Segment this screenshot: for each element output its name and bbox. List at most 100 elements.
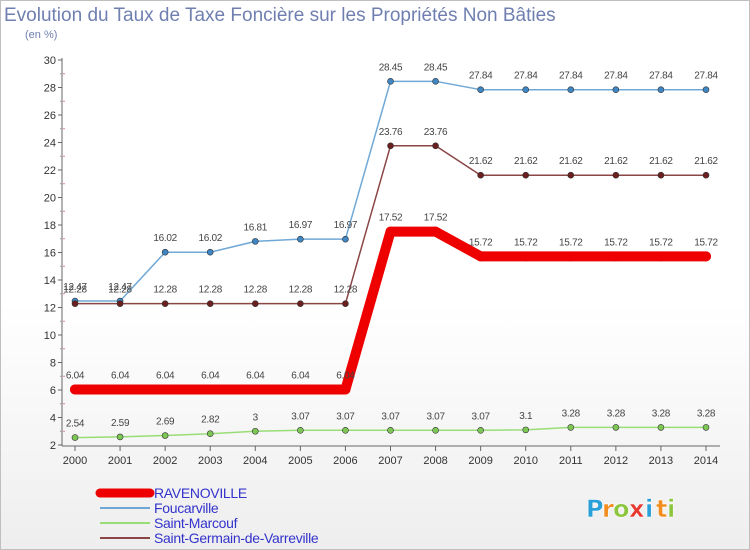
x-tick-label: 2013 [649, 455, 673, 467]
data-point [522, 86, 530, 93]
data-label: 2.54 [66, 419, 85, 430]
x-tick-label: 2005 [288, 455, 312, 467]
data-point [342, 300, 349, 307]
x-tick-label: 2011 [559, 455, 583, 467]
data-label: 16.02 [198, 233, 222, 244]
data-point [522, 426, 530, 434]
data-label: 21.62 [694, 156, 718, 167]
y-tick-label: 26 [44, 110, 56, 122]
data-point [116, 433, 124, 441]
x-tick-label: 2007 [378, 455, 402, 467]
data-point [340, 384, 351, 395]
data-point [432, 426, 439, 434]
data-label: 21.62 [604, 156, 628, 167]
data-point [251, 427, 259, 435]
data-label: 21.62 [649, 156, 673, 167]
data-point [387, 426, 394, 434]
data-label: 12.28 [63, 285, 87, 296]
data-point [522, 171, 530, 179]
data-point [702, 424, 710, 431]
data-point [250, 384, 261, 395]
data-point [161, 248, 169, 256]
data-point [161, 300, 169, 307]
data-label: 21.62 [469, 156, 493, 167]
data-label: 3.28 [562, 408, 581, 419]
logo-letter: t [656, 495, 668, 523]
data-label: 3.28 [697, 408, 716, 419]
data-point [71, 300, 79, 307]
data-point [567, 171, 575, 179]
data-label: 15.72 [649, 237, 673, 248]
data-point [612, 171, 620, 179]
data-label: 16.97 [334, 220, 358, 231]
legend-entry: Foucarville [154, 500, 219, 516]
y-tick-label: 28 [44, 83, 56, 95]
x-tick-label: 2000 [63, 455, 87, 467]
data-label: 2.59 [111, 418, 130, 429]
data-point [612, 86, 620, 93]
data-label: 2.69 [156, 417, 175, 428]
data-point [387, 142, 394, 150]
data-point [567, 424, 575, 431]
data-point [160, 384, 171, 395]
data-point [565, 251, 576, 262]
data-point [297, 426, 304, 434]
data-label: 28.45 [424, 62, 448, 73]
x-tick-label: 2010 [513, 455, 537, 467]
y-tick-label: 2 [50, 440, 56, 452]
data-point [520, 251, 531, 262]
data-label: 16.97 [289, 220, 313, 231]
data-label: 15.72 [514, 237, 538, 248]
data-label: 27.84 [469, 71, 493, 82]
data-label: 3.28 [607, 408, 626, 419]
data-point [116, 300, 124, 307]
data-point [702, 86, 710, 93]
y-tick-label: 24 [44, 138, 56, 150]
data-point [657, 86, 665, 93]
data-point [342, 235, 349, 243]
y-tick-label: 22 [44, 165, 56, 177]
logo-letter: o [613, 495, 631, 523]
data-point [206, 300, 214, 307]
series-line-foucarville [74, 80, 707, 302]
data-point [205, 384, 216, 395]
data-label: 6.04 [111, 370, 130, 381]
legend-entry: Saint-Germain-de-Varreville [154, 530, 319, 546]
y-axis-unit-label: (en %) [25, 29, 58, 41]
data-label: 12.47 [108, 282, 132, 293]
legend-entry: RAVENOVILLE [154, 485, 247, 501]
data-point [432, 78, 439, 85]
data-label: 17.52 [424, 213, 448, 224]
data-label: 12.28 [289, 285, 313, 296]
data-label: 6.04 [66, 370, 85, 381]
data-label: 28.45 [379, 62, 403, 73]
data-label: 16.81 [244, 222, 268, 233]
data-point [701, 251, 711, 262]
data-point [115, 384, 126, 395]
data-label: 12.28 [108, 285, 132, 296]
y-tick-label: 4 [50, 413, 56, 425]
data-label: 23.76 [424, 127, 448, 138]
data-label: 23.76 [379, 127, 403, 138]
y-tick-label: 30 [44, 55, 56, 67]
data-point [475, 251, 486, 262]
data-point [477, 86, 484, 93]
y-tick-label: 18 [44, 220, 56, 232]
y-tick-label: 20 [44, 193, 56, 205]
chart-title: Evolution du Taux de Taxe Foncière sur l… [4, 5, 556, 26]
data-label: 12.28 [198, 285, 222, 296]
data-label: 6.04 [246, 370, 265, 381]
data-point [251, 300, 259, 307]
data-point [251, 238, 259, 245]
data-point [161, 432, 169, 439]
y-tick-label: 8 [50, 358, 56, 370]
data-label: 6.04 [201, 370, 220, 381]
data-label: 3.07 [381, 411, 400, 422]
data-label: 15.72 [694, 237, 718, 248]
data-point [342, 426, 349, 434]
data-label: 2.82 [201, 415, 220, 426]
data-label: 3.07 [426, 411, 445, 422]
data-point [430, 226, 441, 237]
